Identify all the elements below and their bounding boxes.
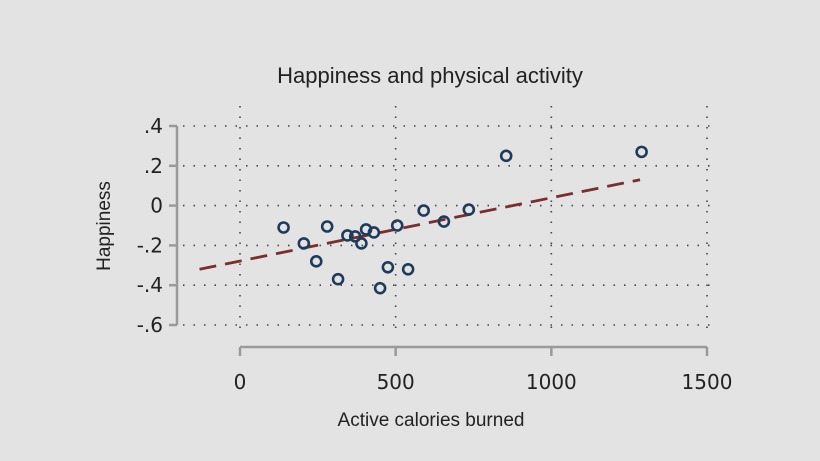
fit-line <box>199 178 641 271</box>
data-point <box>390 219 404 232</box>
x-axis-label: Active calories burned <box>338 410 525 431</box>
y-axis-label: Happiness <box>94 181 115 271</box>
x-tick-label: 0 <box>234 370 247 394</box>
y-tick-label: -.6 <box>137 313 163 337</box>
data-point <box>417 204 430 217</box>
y-tick-label: .4 <box>144 114 163 138</box>
data-point <box>297 237 311 250</box>
y-tick-label: -.2 <box>137 233 163 257</box>
data-point <box>277 221 290 234</box>
x-tick-label: 1500 <box>682 370 733 394</box>
fit-line-layer <box>199 178 641 271</box>
data-point <box>331 272 345 286</box>
x-tick-label: 1000 <box>526 370 577 394</box>
data-point <box>401 262 415 276</box>
data-point <box>381 260 395 274</box>
data-point <box>367 226 381 239</box>
data-point <box>462 203 476 216</box>
data-point <box>355 237 368 250</box>
axes: .4 .2 0 -.2 -.4 -.6 0 500 1000 1500 <box>137 114 733 394</box>
x-tick-label: 500 <box>377 370 415 394</box>
data-point <box>499 149 513 163</box>
y-tick-label: 0 <box>150 194 163 218</box>
data-point <box>309 255 323 268</box>
data-point <box>348 230 362 243</box>
data-point <box>373 281 387 295</box>
data-point <box>341 229 354 242</box>
data-point <box>635 145 648 159</box>
chart-title: Happiness and physical activity <box>277 63 583 88</box>
y-tick-label: -.4 <box>137 273 163 297</box>
data-point <box>437 215 451 228</box>
data-point <box>320 220 334 233</box>
y-tick-label: .2 <box>144 154 163 178</box>
data-points <box>277 145 648 295</box>
